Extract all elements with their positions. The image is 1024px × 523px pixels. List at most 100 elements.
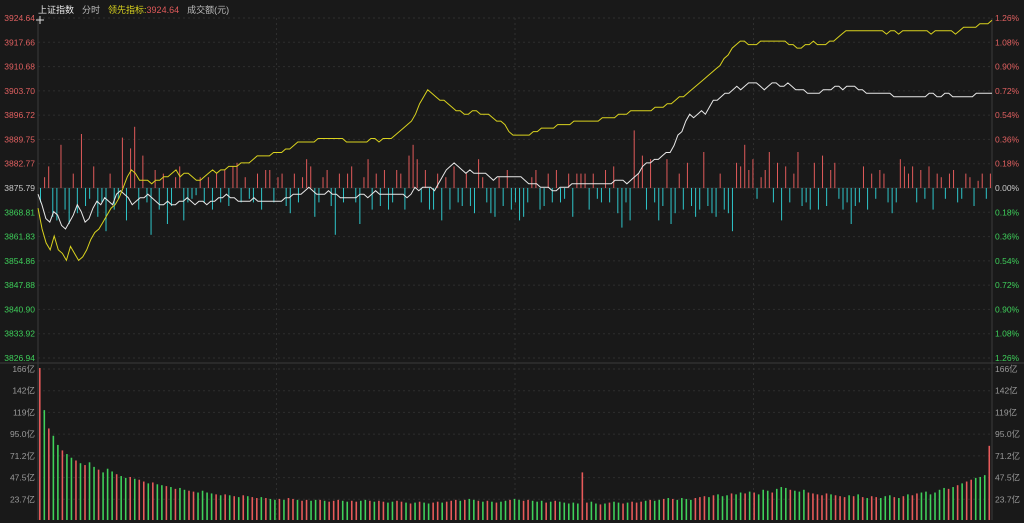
turnover-bar [916,493,918,520]
turnover-bar [292,498,294,520]
left-price-axis: 3924.64 3917.66 3910.68 3903.70 3896.72 3889.… [4,13,35,363]
percent-tick-label: 1.26% [995,13,1020,23]
turnover-bar [201,490,204,520]
turnover-bar [432,502,434,520]
percent-tick-label: 0.00% [995,183,1020,193]
turnover-bar [450,500,453,520]
breadth-bar [977,180,979,188]
turnover-bar [558,501,561,520]
turnover-bar [640,501,642,520]
turnover-bar [106,468,109,520]
turnover-bar [830,494,832,520]
breadth-bar [109,173,111,188]
volume-tick-label: 71.2亿 [995,451,1020,461]
breadth-bar [457,188,459,203]
turnover-bar [88,462,91,520]
breadth-bar [379,188,381,206]
breadth-bar [498,177,500,188]
volume-tick-label: 166亿 [995,364,1018,374]
turnover-bar [332,500,335,520]
breadth-bar [654,188,656,203]
turnover-bar [789,489,792,520]
turnover-bar [39,368,41,520]
turnover-bar [599,504,602,520]
breadth-bar [928,166,930,188]
turnover-bar [866,498,868,520]
breadth-bar [719,173,721,188]
price-tick-label: 3889.75 [4,134,35,144]
breadth-bar [474,188,476,214]
turnover-bar [265,498,267,520]
turnover-bar [825,493,828,520]
breadth-bar [117,188,119,199]
breadth-bar [903,166,905,188]
turnover-bar [323,500,326,520]
price-tick-label: 3833.92 [4,329,35,339]
turnover-bar [658,499,661,520]
breadth-bar [576,173,578,188]
breadth-bar [551,188,553,203]
breadth-bar [875,188,877,199]
breadth-bar [261,188,263,210]
turnover-bar [907,494,909,520]
leading-value: 3924.64 [146,4,180,15]
turnover-bar [242,495,245,520]
breadth-bar [125,188,127,221]
turnover-bar [111,471,113,520]
turnover-bar [708,497,710,520]
breadth-bar [404,188,406,210]
volume-tick-label: 47.5亿 [995,473,1020,483]
turnover-bar [586,502,588,520]
breadth-bar [85,188,87,206]
price-tick-label: 3917.66 [4,37,35,47]
breadth-bar [691,188,693,206]
turnover-bar [192,491,195,520]
turnover-bar [920,492,923,520]
breadth-bar [682,188,684,210]
breadth-bar [465,173,467,188]
turnover-bar [653,500,656,520]
mode-label[interactable]: 分时 [82,4,101,15]
turnover-bar [771,492,774,520]
percent-tick-label: 1.26% [995,353,1020,363]
breadth-bar [195,188,197,196]
turnover-bar [757,494,760,520]
turnover-bar [988,445,991,520]
turnover-bar [925,491,927,520]
turnover-bar [852,496,855,520]
breadth-bar [572,188,574,217]
turnover-bar [373,501,376,520]
breadth-bar [633,130,635,188]
breadth-bar [858,188,860,203]
breadth-bar [723,188,725,210]
breadth-bar [961,188,963,199]
turnover-bar [631,501,633,520]
index-name[interactable]: 上证指数 [38,4,75,15]
turnover-bar [468,498,471,520]
breadth-bar [490,188,492,214]
breadth-bar [764,170,766,188]
turnover-bar [337,499,339,520]
turnover-bar [509,499,511,520]
turnover-bar [798,491,801,520]
breadth-bar [494,188,496,217]
breadth-bar [236,162,238,188]
breadth-bar [277,177,279,188]
volume-tick-label: 71.2亿 [10,451,35,461]
breadth-bar [826,188,828,206]
turnover-bar [52,435,55,520]
turnover-bar [436,501,439,520]
price-tick-label: 3875.79 [4,183,35,193]
breadth-bar [375,173,377,188]
turnover-bar [848,495,850,520]
turnover-bar [219,495,222,520]
turnover-bar [215,494,217,520]
percent-tick-label: 0.36% [995,232,1020,242]
breadth-bar [265,170,267,188]
breadth-bar [342,188,344,203]
breadth-bar [973,188,975,206]
price-tick-label: 3868.81 [4,207,35,217]
breadth-bar [600,188,602,203]
price-tick-label: 3882.77 [4,159,35,169]
